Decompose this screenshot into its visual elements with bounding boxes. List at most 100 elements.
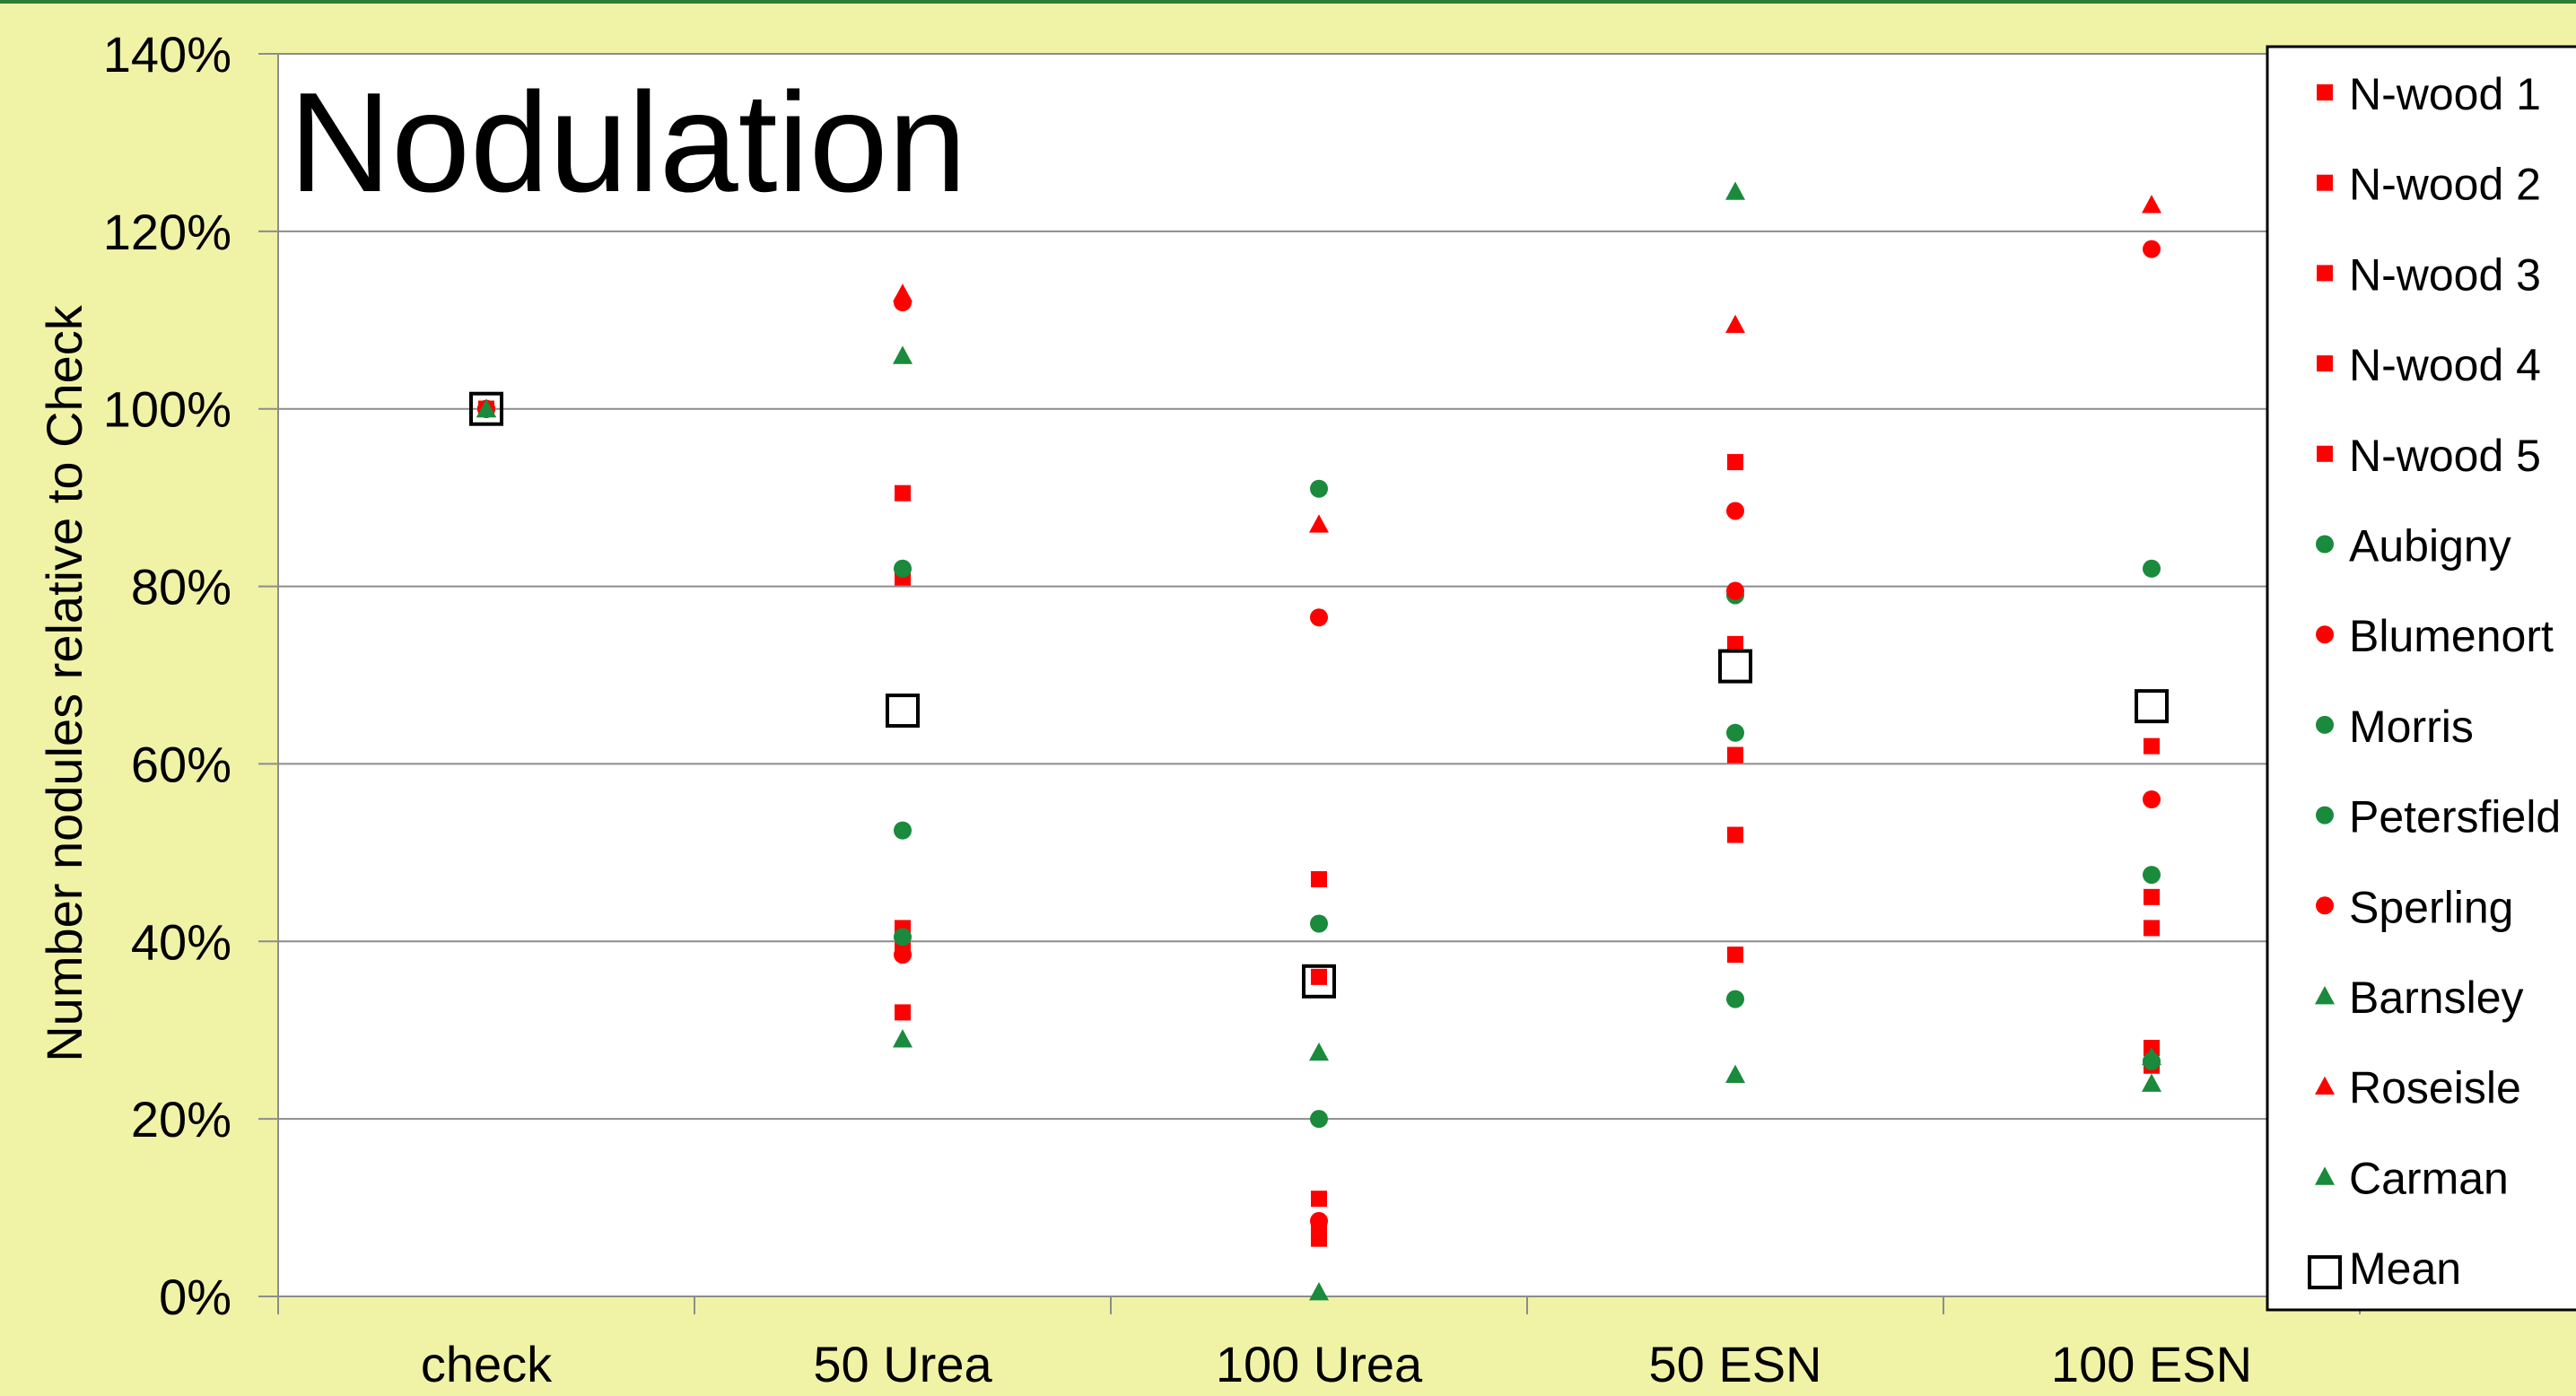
point-n-wood-1 (1311, 871, 1327, 888)
point-morris (1310, 914, 1328, 933)
legend-label-mean: Mean (2349, 1243, 2461, 1294)
point-n-wood-3 (1311, 1191, 1327, 1208)
y-tick-label: 40% (131, 913, 231, 970)
y-tick-label: 60% (131, 736, 231, 792)
legend-label-petersfield: Petersfield (2349, 792, 2561, 842)
legend-label-aubigny: Aubigny (2349, 521, 2511, 571)
point-carman (2142, 1046, 2161, 1066)
point-blumenort (1726, 502, 1744, 520)
x-tick-label: 50 ESN (1649, 1336, 1822, 1392)
point-sperling (2143, 790, 2161, 808)
y-tick-label: 0% (159, 1269, 231, 1325)
x-tick-label: 100 Urea (1216, 1336, 1423, 1392)
point-n-wood-3 (1727, 746, 1743, 763)
point-morris (894, 821, 912, 840)
point-n-wood-5 (1727, 947, 1743, 964)
legend-box (2266, 45, 2576, 1312)
legend-marker-barnsley (2315, 986, 2335, 1005)
point-mean (469, 391, 503, 426)
y-tick-label: 80% (131, 559, 231, 615)
plot-area (278, 54, 2576, 1296)
data-points (469, 181, 2169, 1301)
point-barnsley (1309, 1042, 1329, 1061)
legend-label-n-wood-2: N-wood 2 (2349, 160, 2541, 210)
legend-marker-mean (2308, 1255, 2342, 1290)
y-tick-labels: 0% 20% 40% 60% 80% 100% 120% 140% (103, 26, 231, 1325)
legend-marker-n-wood-3 (2317, 265, 2333, 282)
point-petersfield (894, 928, 912, 947)
y-tick-label: 20% (131, 1091, 231, 1147)
axes (258, 53, 2576, 1314)
y-tick-label: 140% (103, 26, 231, 83)
legend-marker-n-wood-1 (2317, 84, 2333, 100)
point-aubigny (2143, 559, 2161, 578)
point-carman (1725, 1064, 1745, 1084)
x-tick-labels: check 50 Urea 100 Urea 50 ESN 100 ESN (421, 1336, 2252, 1392)
legend-marker-sperling (2316, 896, 2334, 915)
point-roseisle (1309, 514, 1329, 533)
x-tick-label: 50 Urea (813, 1336, 992, 1392)
legend-label-n-wood-5: N-wood 5 (2349, 431, 2541, 481)
legend-label-sperling: Sperling (2349, 882, 2513, 932)
point-mean (1302, 964, 1336, 999)
legend-marker-carman (2315, 1166, 2335, 1185)
legend-marker-petersfield (2316, 806, 2334, 825)
legend-label-roseisle: Roseisle (2349, 1063, 2521, 1113)
point-barnsley (2142, 1073, 2161, 1092)
point-n-wood-1 (1727, 454, 1743, 471)
legend-marker-morris (2316, 715, 2334, 734)
point-barnsley (1725, 181, 1745, 200)
point-morris (2143, 866, 2161, 885)
x-tick-label: check (421, 1336, 553, 1392)
point-n-wood-1 (895, 484, 911, 502)
point-morris (1726, 723, 1744, 742)
point-sperling (894, 946, 912, 964)
point-petersfield (1726, 990, 1744, 1008)
point-n-wood-4 (1727, 826, 1743, 843)
legend-marker-blumenort (2316, 625, 2334, 644)
y-axis-label: Number nodules relative to Check (36, 304, 92, 1062)
point-n-wood-1 (2144, 737, 2160, 755)
point-n-wood-4 (895, 1004, 911, 1021)
point-sperling (1310, 1211, 1328, 1230)
chart-title: Nodulation (289, 64, 966, 222)
point-roseisle (2142, 195, 2161, 214)
legend-label-n-wood-1: N-wood 1 (2349, 69, 2541, 119)
point-roseisle (1725, 314, 1745, 334)
legend-label-barnsley: Barnsley (2349, 973, 2524, 1023)
legend-label-morris: Morris (2349, 702, 2474, 752)
legend-marker-n-wood-5 (2317, 445, 2333, 462)
legend-label-carman: Carman (2349, 1153, 2509, 1203)
point-mean (2135, 689, 2169, 724)
x-tick-label: 100 ESN (2051, 1336, 2252, 1392)
point-sperling (1726, 581, 1744, 600)
y-tick-label: 100% (103, 381, 231, 438)
point-aubigny (1310, 479, 1328, 498)
point-barnsley (893, 345, 913, 364)
legend-marker-roseisle (2315, 1076, 2335, 1095)
legend-marker-aubigny (2316, 535, 2334, 554)
legend-marker-n-wood-4 (2317, 355, 2333, 372)
point-carman (1309, 1282, 1329, 1301)
point-n-wood-2 (1311, 968, 1327, 985)
point-mean (1718, 649, 1752, 684)
point-mean (886, 694, 920, 729)
point-n-wood-3 (2144, 920, 2160, 937)
point-n-wood-2 (1727, 635, 1743, 652)
point-blumenort (2143, 240, 2161, 258)
gridlines (278, 53, 2576, 1121)
legend-label-blumenort: Blumenort (2349, 611, 2554, 661)
point-roseisle (893, 284, 913, 302)
point-n-wood-2 (2144, 888, 2160, 905)
point-blumenort (1310, 608, 1328, 627)
point-carman (893, 1029, 913, 1048)
point-carman (476, 398, 496, 418)
point-petersfield (1310, 1110, 1328, 1129)
legend-label-n-wood-4: N-wood 4 (2349, 340, 2541, 390)
legend-marker-n-wood-2 (2317, 174, 2333, 191)
point-aubigny (894, 559, 912, 578)
point-n-wood-5 (1311, 1230, 1327, 1247)
top-border (0, 0, 2576, 4)
